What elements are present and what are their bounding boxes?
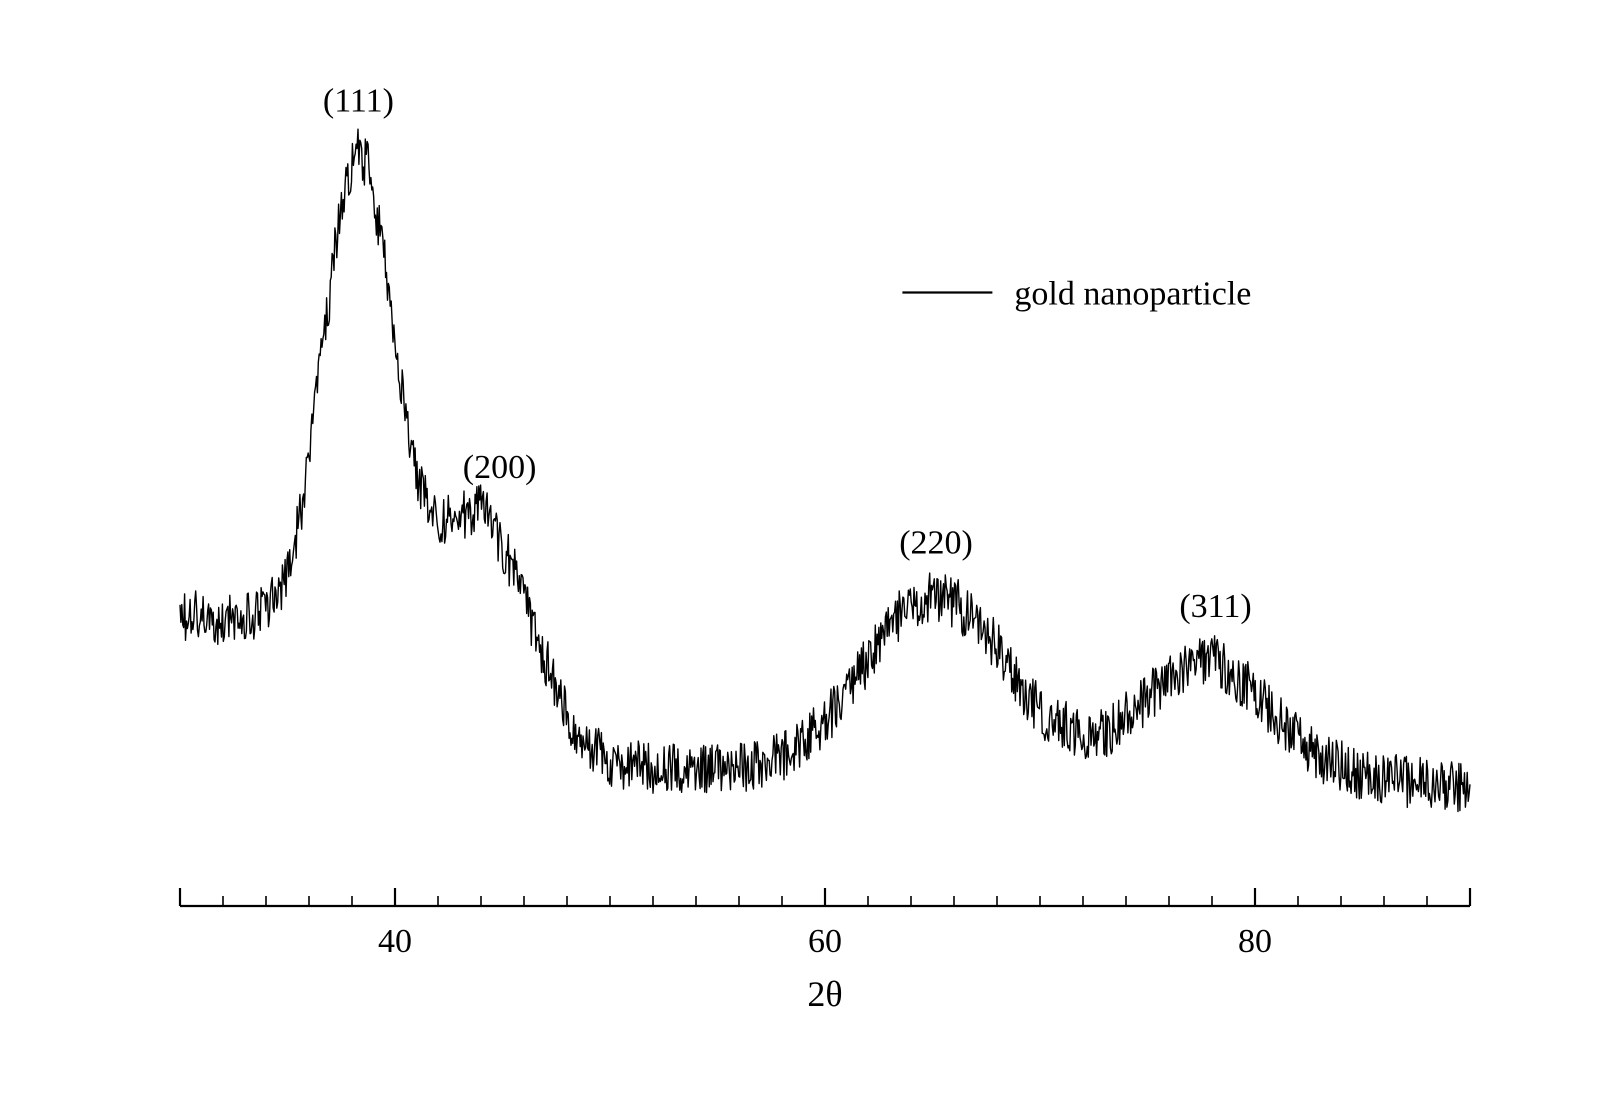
x-tick-label: 80	[1238, 923, 1272, 960]
legend-label: gold nanoparticle	[1014, 275, 1251, 312]
peak-label: (220)	[899, 524, 973, 561]
peak-label: (111)	[323, 83, 394, 120]
chart-svg: 40 60 80 2θ (111) (200) (220) (311) gold nanopar…	[120, 80, 1480, 1020]
x-axis-title: 2θ	[807, 974, 842, 1014]
peak-label: (200)	[463, 449, 537, 486]
x-tick-label: 60	[808, 923, 842, 960]
x-tick-label: 40	[378, 923, 412, 960]
xrd-signal-line	[180, 129, 1470, 811]
peak-label: (311)	[1179, 588, 1251, 625]
xrd-chart: 40 60 80 2θ (111) (200) (220) (311) gold nanopar…	[120, 80, 1480, 1020]
